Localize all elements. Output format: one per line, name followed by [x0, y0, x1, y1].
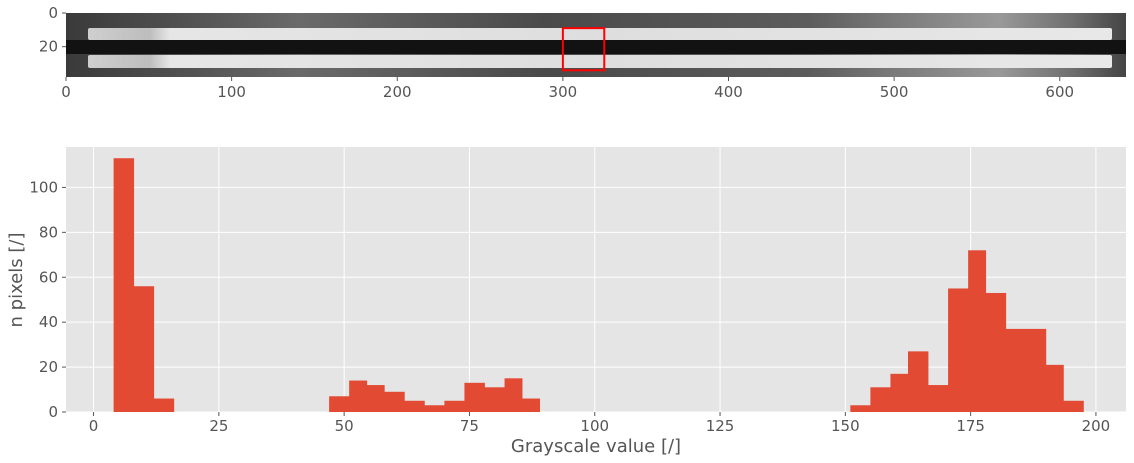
image-lower-strip: [88, 55, 1112, 68]
x-tick-label: 50: [335, 417, 354, 435]
image-x-tick-label: 600: [1045, 83, 1074, 101]
image-y-tick-label: 0: [48, 4, 58, 22]
histogram-panel: 0 25 50 75 100 125 150 175 200 0 20 40 60 80 100 Grays…: [6, 147, 1126, 457]
histogram-bar: [968, 250, 987, 412]
x-axis-label: Grayscale value [/]: [511, 436, 681, 457]
histogram-bar: [113, 158, 135, 412]
y-tick-label: 0: [48, 403, 58, 421]
histogram-bar: [366, 385, 385, 412]
histogram-bar: [404, 400, 425, 412]
histogram-bar: [870, 387, 891, 412]
histogram-bar: [1025, 328, 1047, 412]
roi-rectangle: [561, 27, 606, 72]
histogram-bar: [464, 382, 485, 412]
histogram-bar: [948, 288, 969, 412]
x-tick-label: 100: [580, 417, 609, 435]
histogram-bar: [985, 292, 1007, 412]
x-tick-label: 125: [706, 417, 735, 435]
image-panel: 0 100 200 300 400 500 600 0 20: [39, 4, 1126, 101]
x-tick-label: 150: [831, 417, 860, 435]
image-x-tick-label: 100: [217, 83, 246, 101]
y-tick-label: 80: [39, 223, 58, 241]
histogram-bar: [444, 400, 465, 412]
image-dark-gap: [66, 40, 1126, 54]
histogram-bars: [113, 158, 1084, 412]
histogram-bar: [928, 385, 949, 412]
x-tick-label: 25: [209, 417, 228, 435]
image-upper-strip: [88, 28, 1112, 40]
histogram-ticks: 0 25 50 75 100 125 150 175 200 0 20 40 60 80 100: [29, 178, 1110, 435]
y-tick-label: 60: [39, 268, 58, 286]
histogram-bar: [329, 396, 350, 412]
histogram-bar: [1005, 328, 1027, 412]
image-x-tick-label: 300: [549, 83, 578, 101]
histogram-bar: [522, 398, 541, 412]
x-tick-label: 200: [1082, 417, 1111, 435]
x-tick-label: 175: [956, 417, 985, 435]
histogram-bar: [349, 380, 368, 412]
image-ticks: 0 100 200 300 400 500 600 0 20: [39, 4, 1074, 101]
image-x-tick-label: 200: [383, 83, 412, 101]
image-x-tick-label: 500: [880, 83, 909, 101]
y-axis-label: n pixels [/]: [6, 233, 27, 328]
image-x-tick-label: 0: [61, 83, 71, 101]
y-tick-label: 20: [39, 358, 58, 376]
histogram-bar: [907, 351, 929, 412]
histogram-bar: [504, 378, 523, 412]
histogram-bar: [153, 398, 175, 412]
image-y-tick-label: 20: [39, 38, 58, 56]
histogram-bar: [424, 405, 445, 412]
histogram-bar: [384, 391, 405, 412]
image-x-tick-label: 400: [714, 83, 743, 101]
y-tick-label: 40: [39, 313, 58, 331]
histogram-bar: [890, 373, 909, 412]
y-tick-label: 100: [29, 178, 58, 196]
histogram-bar: [850, 405, 871, 412]
x-tick-label: 75: [460, 417, 479, 435]
x-tick-label: 0: [89, 417, 99, 435]
histogram-bar: [133, 286, 155, 412]
histogram-bar: [484, 387, 505, 412]
histogram-bar: [1063, 400, 1084, 412]
histogram-bar: [1045, 364, 1064, 412]
